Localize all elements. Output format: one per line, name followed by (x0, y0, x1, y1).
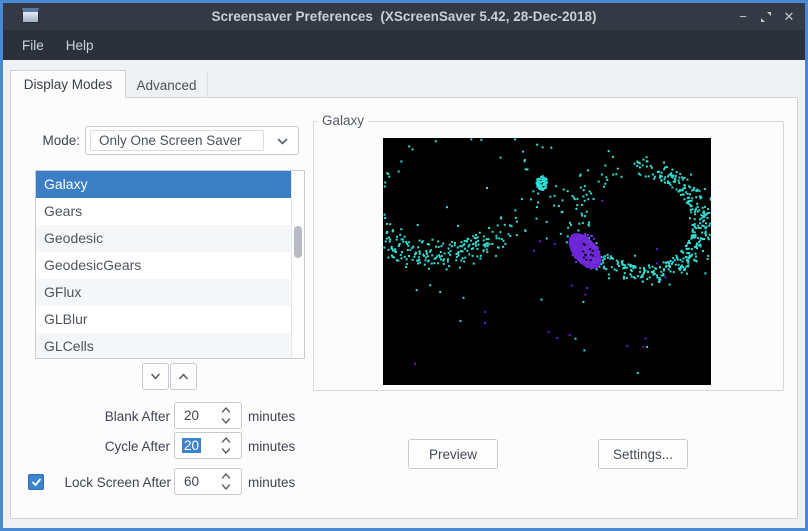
spin-up-icon[interactable] (221, 472, 231, 480)
preview-button[interactable]: Preview (408, 439, 498, 469)
list-item[interactable]: GLCells (36, 333, 291, 358)
list-item[interactable]: GFlux (36, 279, 291, 306)
lock-screen-label: Lock Screen After (64, 475, 171, 490)
minimize-button[interactable]: − (739, 9, 747, 24)
spin-arrows (221, 436, 231, 455)
titlebar[interactable]: Screensaver Preferences (XScreenSaver 5.… (3, 3, 805, 30)
blank-after-label: Blank After (104, 409, 170, 424)
blank-after-spinbox[interactable]: 20 (174, 402, 242, 429)
window-icon (22, 8, 39, 23)
mode-dropdown[interactable]: Only One Screen Saver (85, 126, 299, 155)
blank-after-value[interactable]: 20 (184, 408, 200, 423)
spin-arrows (221, 406, 231, 425)
maximize-button[interactable] (758, 9, 774, 25)
spin-down-icon[interactable] (221, 417, 231, 425)
cycle-after-spinbox[interactable]: 20 (174, 432, 242, 459)
list-item[interactable]: Galaxy (36, 171, 291, 198)
list-up-button[interactable] (170, 363, 197, 390)
tab-display-modes[interactable]: Display Modes (10, 70, 126, 98)
lock-screen-unit: minutes (248, 475, 296, 490)
lock-screen-spinbox[interactable]: 60 (174, 468, 242, 495)
cycle-after-unit: minutes (248, 439, 296, 454)
chevron-up-icon (179, 373, 188, 380)
window-inner: Screensaver Preferences (XScreenSaver 5.… (3, 3, 805, 528)
cycle-after-value[interactable]: 20 (182, 438, 202, 453)
menu-help[interactable]: Help (65, 37, 94, 53)
spin-arrows (221, 472, 231, 491)
close-button[interactable]: ✕ (783, 8, 795, 24)
chevron-down-icon (277, 138, 288, 145)
preview-frame-legend: Galaxy (318, 113, 369, 128)
list-down-button[interactable] (142, 363, 169, 390)
list-item[interactable]: GeodesicGears (36, 252, 291, 279)
checkmark-icon (31, 478, 41, 486)
spin-up-icon[interactable] (221, 436, 231, 444)
menubar: File Help (3, 30, 805, 60)
window-controls: − ✕ (735, 3, 797, 30)
spin-up-icon[interactable] (221, 406, 231, 414)
menu-file[interactable]: File (22, 37, 44, 53)
blank-after-unit: minutes (248, 409, 296, 424)
screensaver-list[interactable]: Galaxy Gears Geodesic GeodesicGears GFlu… (35, 170, 305, 359)
list-scrollbar-thumb[interactable] (294, 226, 302, 258)
list-scrollbar[interactable] (291, 171, 304, 358)
settings-button[interactable]: Settings... (598, 439, 688, 469)
lock-screen-checkbox[interactable] (28, 474, 44, 490)
tab-advanced[interactable]: Advanced (126, 72, 208, 98)
preview-frame (313, 121, 784, 391)
maximize-icon (761, 11, 771, 22)
mode-dropdown-value: Only One Screen Saver (90, 130, 264, 151)
window-title: Screensaver Preferences (XScreenSaver 5.… (211, 9, 597, 24)
screensaver-preview-canvas (383, 138, 711, 385)
screensaver-list-rows: Galaxy Gears Geodesic GeodesicGears GFlu… (36, 171, 291, 358)
list-item[interactable]: GLBlur (36, 306, 291, 333)
spin-down-icon[interactable] (221, 447, 231, 455)
spin-down-icon[interactable] (221, 483, 231, 491)
list-item[interactable]: Gears (36, 198, 291, 225)
mode-label: Mode: (42, 133, 80, 148)
chevron-down-icon (151, 373, 160, 380)
list-item[interactable]: Geodesic (36, 225, 291, 252)
cycle-after-label: Cycle After (104, 439, 170, 454)
lock-screen-value[interactable]: 60 (184, 474, 200, 489)
